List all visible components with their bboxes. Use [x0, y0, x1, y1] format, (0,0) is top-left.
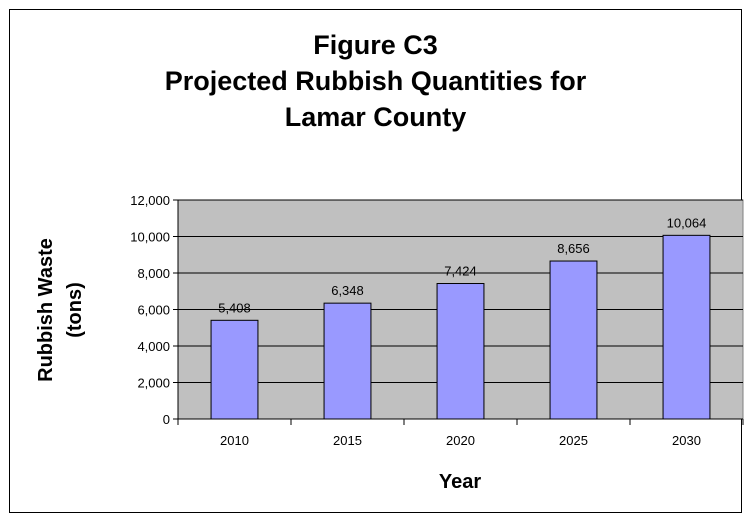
y-tick-label: 10,000: [130, 230, 170, 245]
y-tick-label: 12,000: [130, 193, 170, 208]
data-label: 5,408: [218, 300, 251, 315]
x-tick-label: 2030: [672, 433, 701, 448]
y-tick-label: 0: [163, 412, 170, 427]
y-tick-label: 6,000: [137, 303, 170, 318]
bars: [210, 234, 711, 420]
x-tick-label: 2015: [333, 433, 362, 448]
x-axis-title: Year: [439, 471, 481, 493]
data-label: 10,064: [667, 215, 707, 230]
x-tick-label: 2025: [559, 433, 588, 448]
y-tick-label: 2,000: [137, 376, 170, 391]
y-axis-title-line-2: (tons): [64, 282, 86, 338]
x-tick-label: 2020: [446, 433, 475, 448]
data-label: 6,348: [331, 283, 364, 298]
chart-title-line-1: Figure C3: [313, 30, 438, 60]
y-tick-label: 8,000: [137, 266, 170, 281]
bar-2015: [323, 302, 372, 420]
bar-2030: [662, 234, 711, 420]
data-label: 7,424: [444, 264, 477, 279]
y-axis-title-line-1: Rubbish Waste: [35, 238, 57, 382]
y-tick-label: 4,000: [137, 339, 170, 354]
axes: [173, 199, 744, 425]
y-axis-title: Rubbish Waste (tons): [35, 238, 86, 382]
bar-2020: [436, 283, 485, 420]
chart-title-line-3: Lamar County: [284, 102, 467, 132]
bar-2010: [210, 319, 259, 420]
chart-title-line-2: Projected Rubbish Quantities for: [164, 66, 587, 96]
bar-2025: [549, 260, 598, 420]
data-label: 8,656: [557, 241, 590, 256]
chart-title: Figure C3 Projected Rubbish Quantities f…: [0, 27, 751, 135]
x-tick-label: 2010: [220, 433, 249, 448]
labels: 0 2,000 4,000 6,000 8,000 10,000 12,000 5,408 20…: [130, 193, 706, 448]
